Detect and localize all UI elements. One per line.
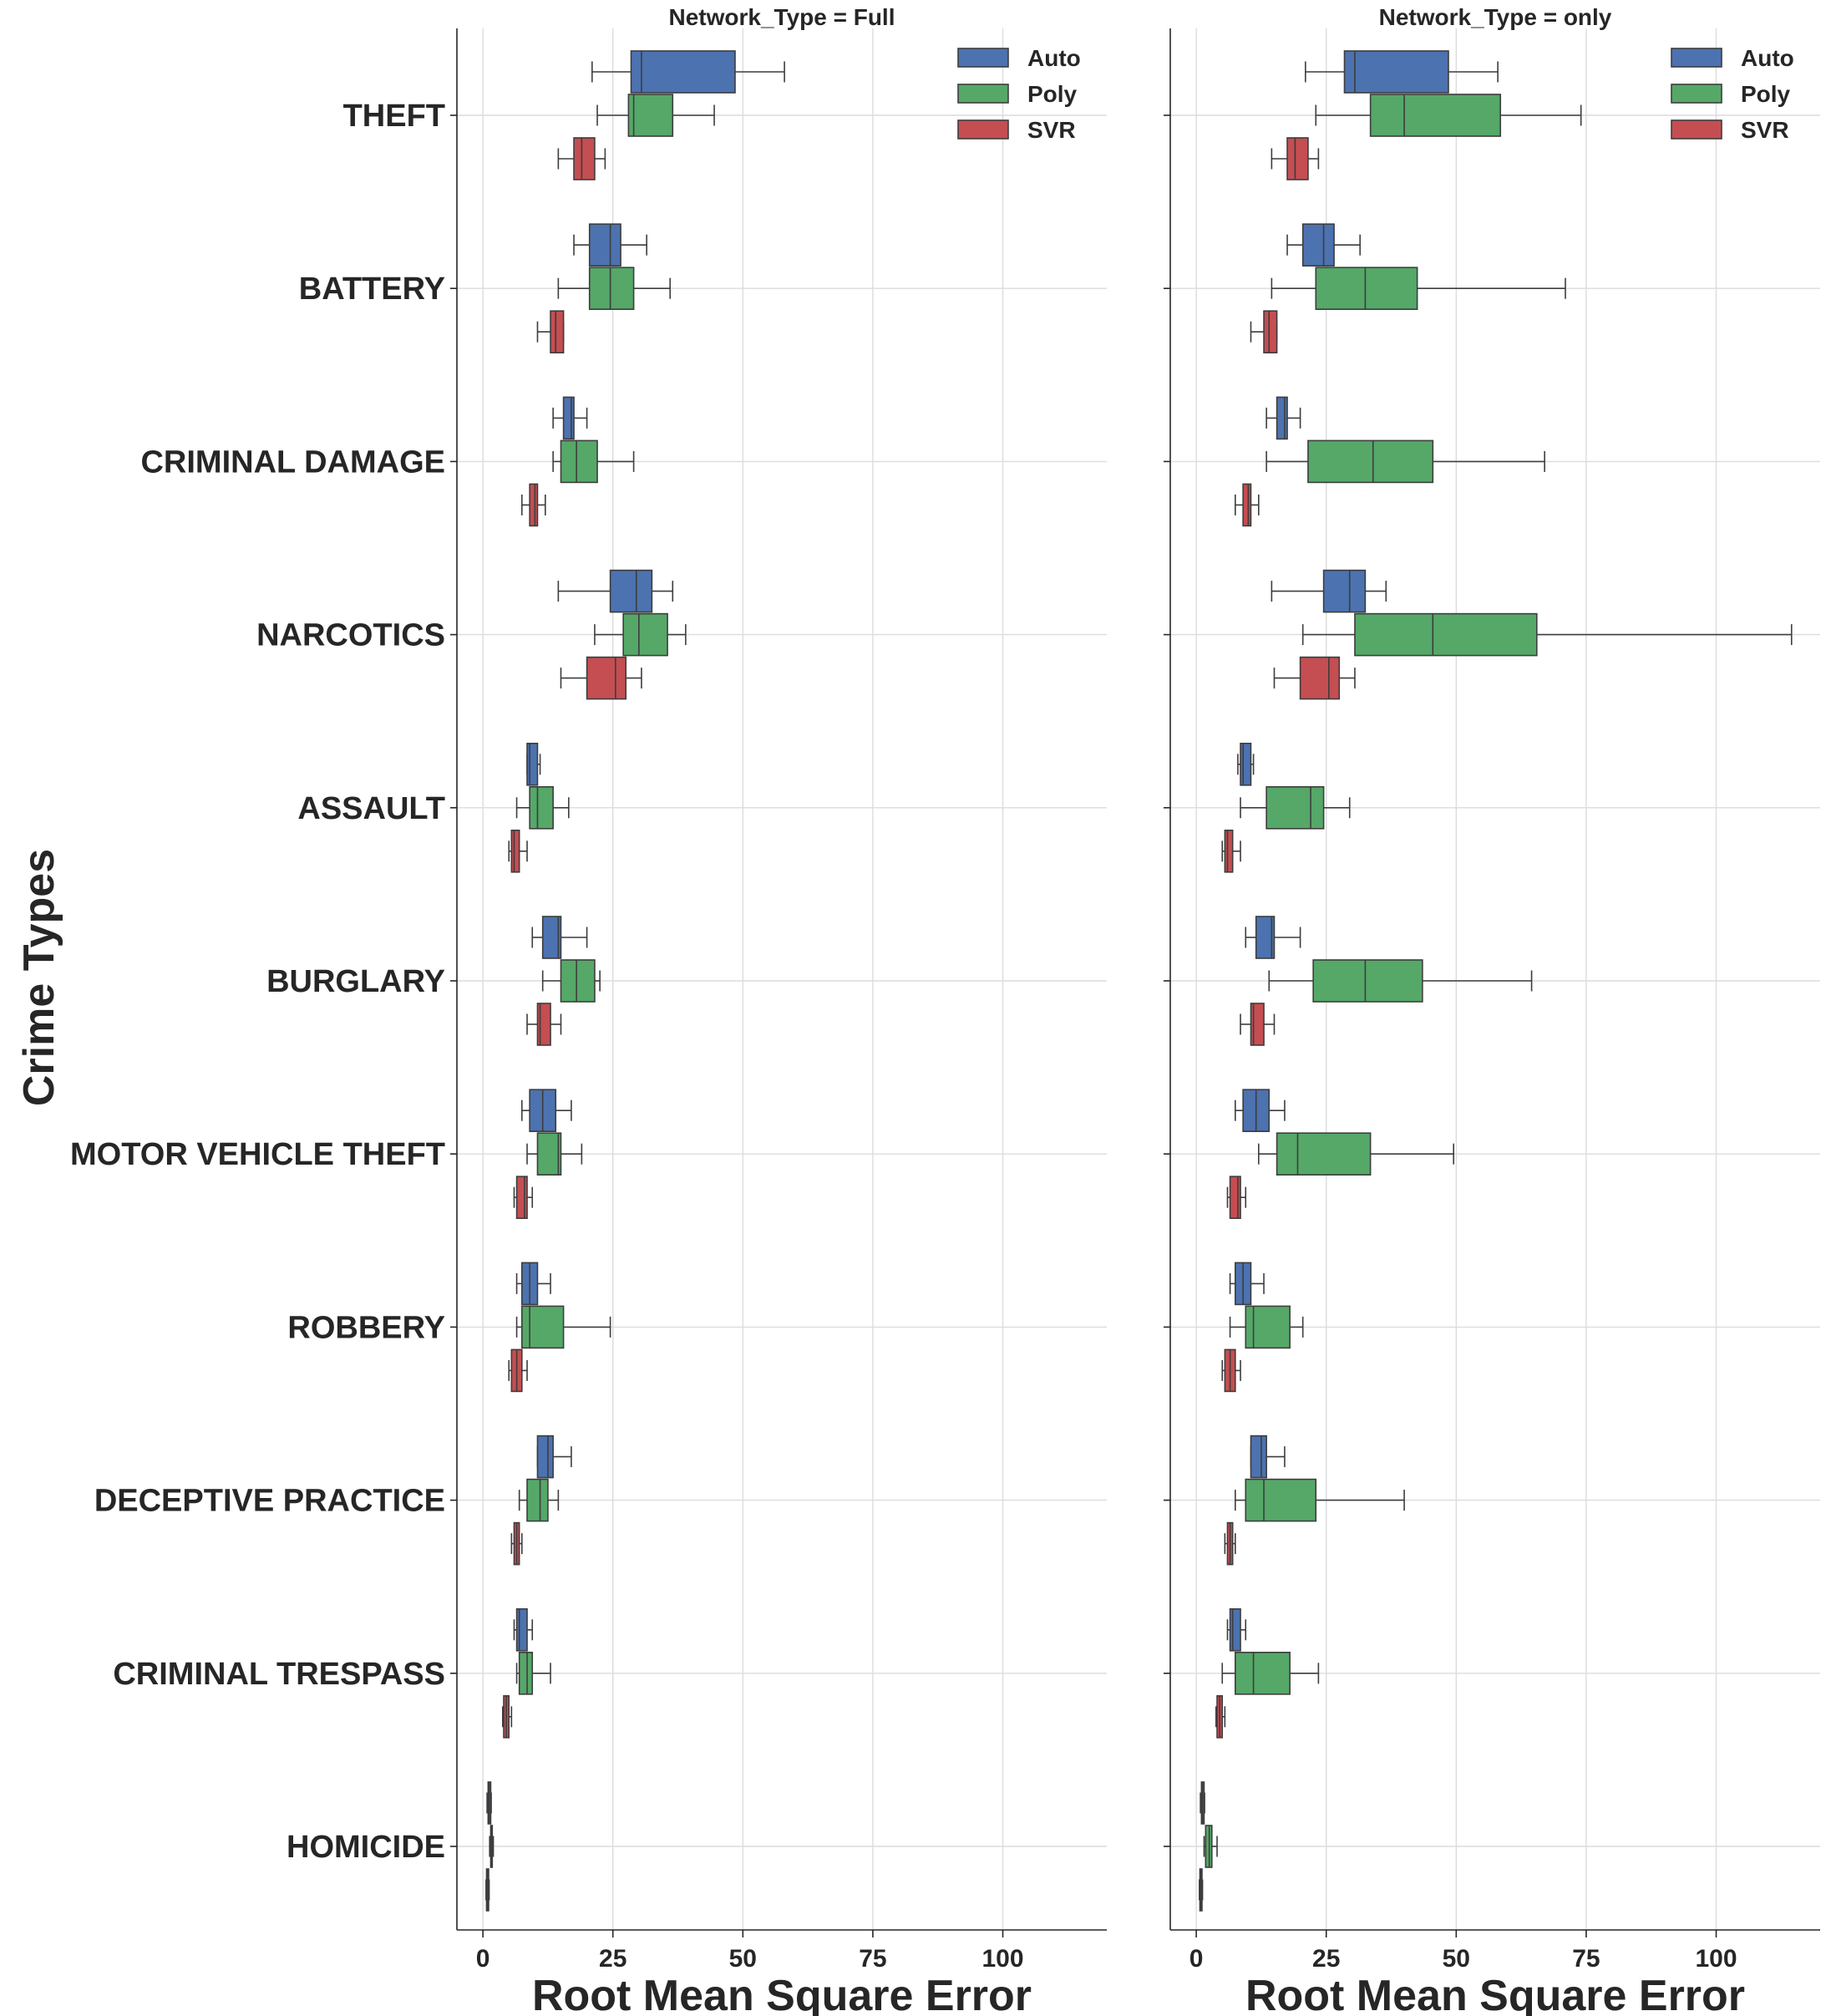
panel-2-xtick-label-25: 25 xyxy=(1312,1945,1340,1973)
panel-1-auto-narcotics-box xyxy=(609,569,653,613)
legend-layer: Auto Poly SVR Auto Poly SVR xyxy=(957,45,1794,143)
panel-1-svr-narcotics-box xyxy=(586,656,627,700)
panel-1-auto-deceptive-practice-box xyxy=(536,1435,554,1479)
panel-1-xtick-label-25: 25 xyxy=(599,1945,626,1973)
panel-1-poly-narcotics-box xyxy=(622,612,668,657)
panel-1-poly-assault-box xyxy=(529,785,554,830)
category-label-criminal-damage: CRIMINAL DAMAGE xyxy=(140,444,445,480)
panel-2-poly-criminal-trespass-box xyxy=(1235,1652,1291,1695)
panel-1-auto-battery-box xyxy=(588,223,621,267)
panel-2-legend-label-poly: Poly xyxy=(1741,81,1791,107)
category-label-burglary: BURGLARY xyxy=(266,964,445,999)
panel-1-poly-criminal-damage-box xyxy=(560,439,598,484)
panel-1-legend-swatch-poly xyxy=(957,84,1009,104)
panel-1-legend-swatch-auto xyxy=(957,48,1009,68)
panel-1-poly-motor-vehicle-theft-box xyxy=(536,1132,562,1176)
panel-2-auto-deceptive-practice-box xyxy=(1250,1435,1267,1479)
panel-2-legend-label-auto: Auto xyxy=(1741,45,1794,71)
panel-1-xtick-label-50: 50 xyxy=(729,1945,757,1973)
panel-1-svr-theft-box xyxy=(573,137,596,180)
panel-1-legend-label-poly: Poly xyxy=(1027,81,1078,107)
panel-2-legend-swatch-auto xyxy=(1671,48,1722,68)
panel-2-poly-robbery-box xyxy=(1245,1305,1291,1349)
panel-1-xtick-label-100: 100 xyxy=(981,1945,1023,1973)
panel-1-auto-theft-box xyxy=(630,50,736,94)
category-label-theft: THEFT xyxy=(343,99,445,134)
panel-2-legend-label-svr: SVR xyxy=(1741,117,1789,143)
panel-1-legend-label-auto: Auto xyxy=(1027,45,1081,71)
panel-2-xtick-label-100: 100 xyxy=(1695,1945,1737,1973)
grid-layer xyxy=(457,28,1820,1930)
category-label-motor-vehicle-theft: MOTOR VEHICLE THEFT xyxy=(70,1137,445,1172)
panel-1-auto-criminal-damage-box xyxy=(562,396,575,440)
panel-1-poly-battery-box xyxy=(588,267,635,311)
category-label-narcotics: NARCOTICS xyxy=(256,618,445,653)
panel-2-svr-battery-box xyxy=(1263,310,1278,354)
panel-2-svr-assault-box xyxy=(1224,829,1234,873)
panel-1-xtick-label-0: 0 xyxy=(476,1945,490,1973)
panel-1-svr-battery-box xyxy=(550,310,565,354)
panel-2-poly-burglary-box xyxy=(1312,959,1423,1003)
panel-2-svr-narcotics-box xyxy=(1299,656,1341,700)
panel-2-poly-motor-vehicle-theft-box xyxy=(1276,1132,1372,1176)
panel-2-auto-criminal-trespass-box xyxy=(1229,1608,1241,1652)
panel-2-legend-swatch-svr xyxy=(1671,119,1722,140)
category-label-robbery: ROBBERY xyxy=(287,1310,445,1345)
panel-1-auto-assault-box xyxy=(526,742,539,786)
panel-2-poly-theft-box xyxy=(1369,94,1502,137)
category-label-deceptive-practice: DECEPTIVE PRACTICE xyxy=(94,1484,445,1519)
panel-1-poly-robbery-box xyxy=(520,1305,565,1349)
panel-1-poly-burglary-box xyxy=(560,959,596,1003)
panel-2-legend-swatch-poly xyxy=(1671,84,1722,104)
axes-layer xyxy=(450,28,1820,1937)
category-label-criminal-trespass: CRIMINAL TRESPASS xyxy=(113,1657,445,1692)
panel-2-svr-criminal-damage-box xyxy=(1242,483,1252,527)
panel-1-auto-burglary-box xyxy=(541,916,562,959)
panel-1-svr-motor-vehicle-theft-box xyxy=(515,1176,528,1219)
panel-2-auto-assault-box xyxy=(1240,742,1252,786)
panel-1-poly-deceptive-practice-box xyxy=(526,1478,549,1522)
panel-1-svr-assault-box xyxy=(510,829,520,873)
panel-1-legend-label-svr: SVR xyxy=(1027,117,1076,143)
panel-2-auto-burglary-box xyxy=(1255,916,1276,959)
panel-2-auto-battery-box xyxy=(1301,223,1335,267)
panel-2-poly-narcotics-box xyxy=(1354,612,1538,657)
panel-2-poly-assault-box xyxy=(1266,785,1325,830)
panel-2-auto-theft-box xyxy=(1343,50,1449,94)
panel-2-auto-narcotics-box xyxy=(1322,569,1367,613)
panel-2-xtick-label-0: 0 xyxy=(1189,1945,1204,1973)
panel-1-poly-criminal-trespass-box xyxy=(518,1652,534,1695)
panel-2-title: Network_Type = only xyxy=(1379,4,1612,30)
y-axis-label: Crime Types xyxy=(15,849,63,1106)
panel-1-x-axis-label: Root Mean Square Error xyxy=(532,1972,1032,2016)
panel-1-svr-criminal-damage-box xyxy=(529,483,539,527)
panel-2-poly-criminal-damage-box xyxy=(1307,439,1434,484)
box-layer xyxy=(485,50,1793,1912)
panel-2-auto-criminal-damage-box xyxy=(1276,396,1288,440)
panel-2-svr-motor-vehicle-theft-box xyxy=(1229,1176,1241,1219)
label-layer: 0 25 50 75 100 THEFT BATTERY CRIMINAL DAMAGE NAR… xyxy=(70,4,1745,2016)
panel-1-poly-theft-box xyxy=(627,94,674,137)
category-label-homicide: HOMICIDE xyxy=(287,1830,445,1865)
panel-1-title: Network_Type = Full xyxy=(669,4,895,30)
panel-1-xtick-label-75: 75 xyxy=(859,1945,886,1973)
panel-2-xtick-label-50: 50 xyxy=(1443,1945,1470,1973)
panel-1-legend-swatch-svr xyxy=(957,119,1009,140)
panel-2-svr-theft-box xyxy=(1286,137,1309,180)
panel-2-poly-battery-box xyxy=(1315,267,1418,311)
panel-2-x-axis-label: Root Mean Square Error xyxy=(1245,1972,1745,2016)
category-label-battery: BATTERY xyxy=(299,272,445,307)
panel-1-auto-criminal-trespass-box xyxy=(515,1608,528,1652)
panel-2-xtick-label-75: 75 xyxy=(1572,1945,1600,1973)
panel-2-poly-deceptive-practice-box xyxy=(1245,1478,1317,1522)
category-label-assault: ASSAULT xyxy=(297,791,445,826)
